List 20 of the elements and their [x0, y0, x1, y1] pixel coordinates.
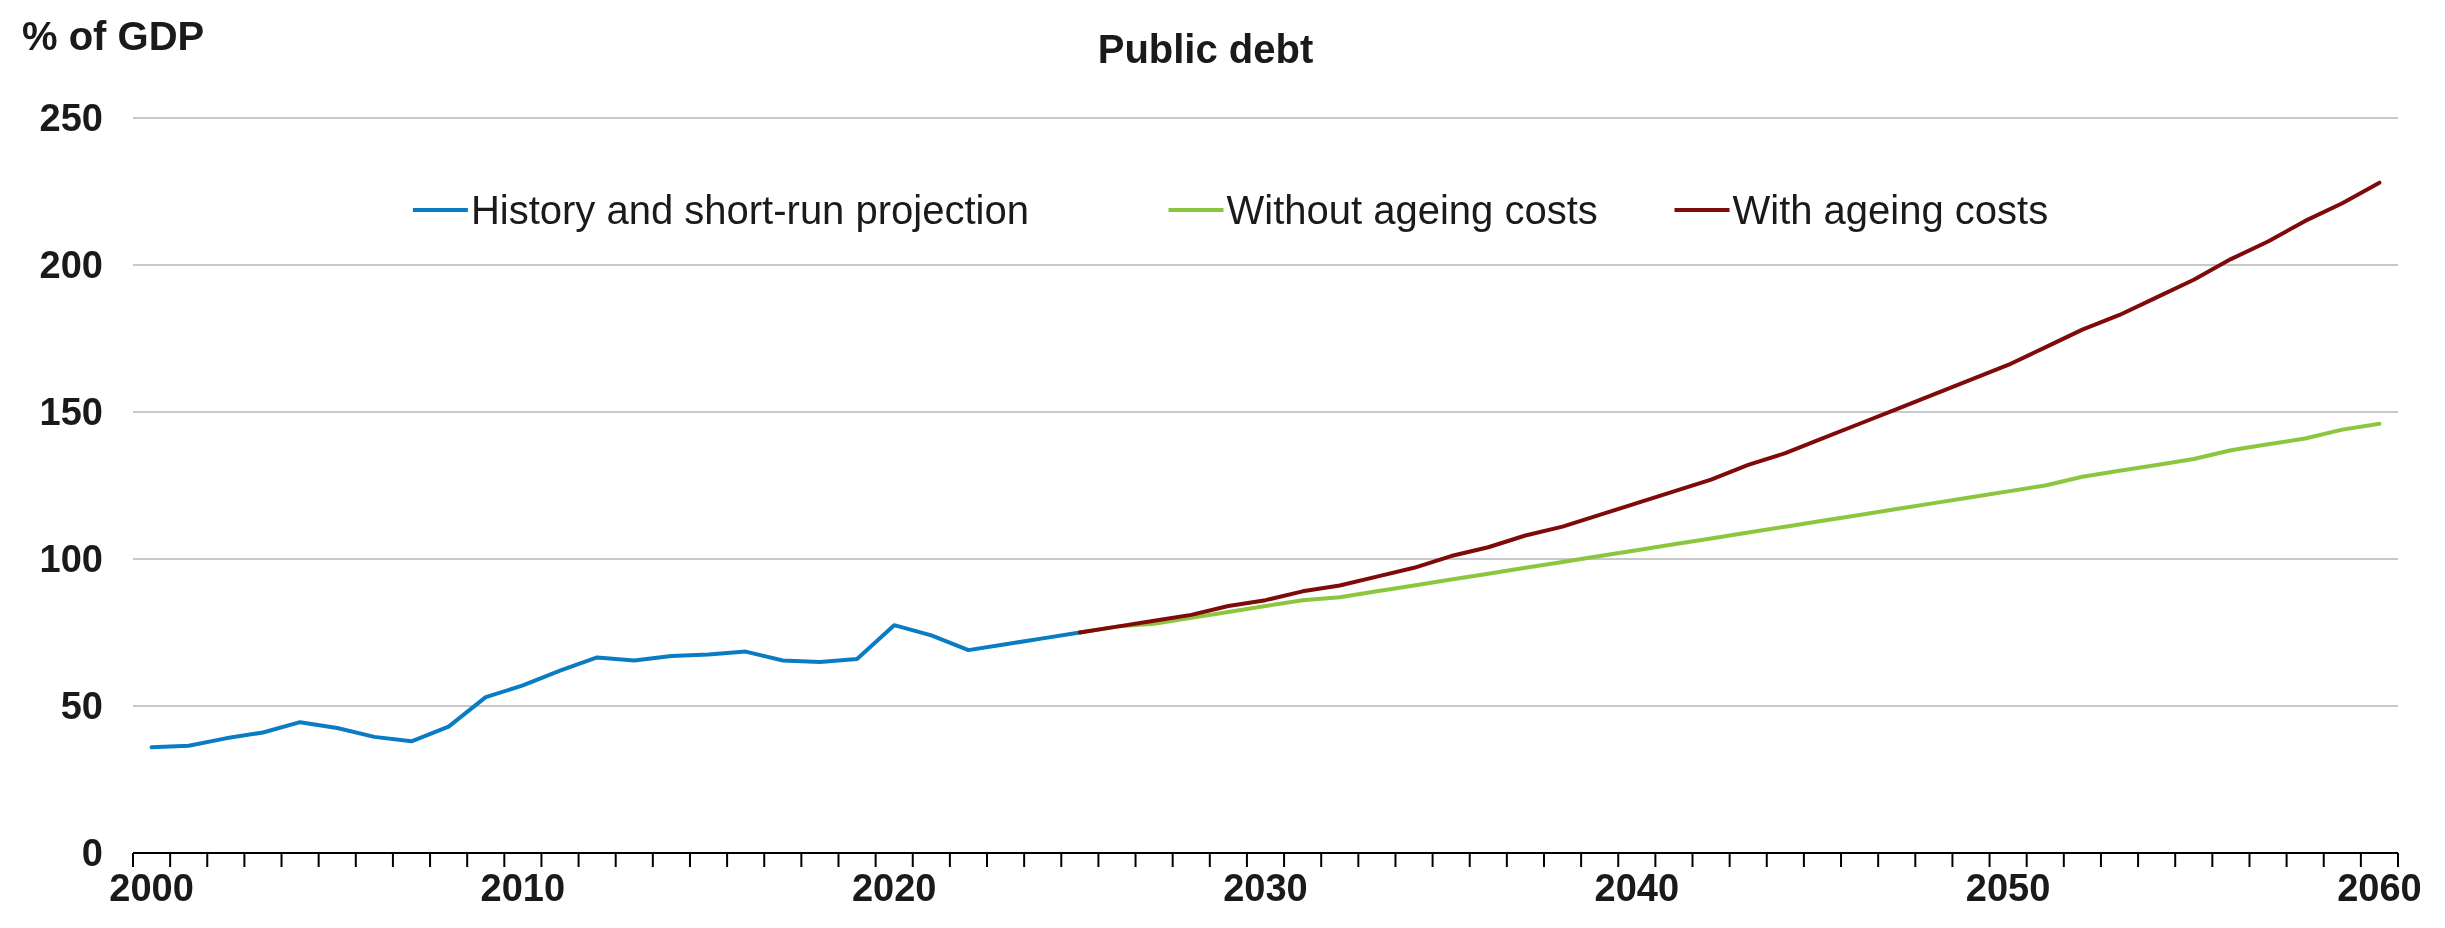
y-tick-label: 100: [39, 538, 103, 581]
y-tick-label: 50: [60, 685, 103, 728]
line-series: [1077, 180, 2382, 635]
x-tick-label: 2020: [851, 867, 937, 909]
line-series: [149, 623, 1082, 750]
x-tick-label: 2030: [1223, 867, 1308, 909]
y-axis-title: % of GDP: [22, 14, 205, 58]
x-tick-label: 2010: [480, 867, 566, 909]
x-tick-label: 2040: [1594, 867, 1680, 909]
x-tick-label: 2050: [1965, 867, 2051, 909]
legend-label: Without ageing costs: [1226, 188, 1598, 232]
chart-title: Public debt: [1097, 27, 1314, 71]
y-tick-label: 150: [39, 391, 103, 434]
x-tick-label: 2060: [2337, 867, 2422, 909]
legend-label: History and short-run projection: [470, 188, 1029, 232]
legend-label: With ageing costs: [1732, 188, 2049, 232]
y-tick-label: 200: [39, 244, 103, 287]
y-tick-label: 0: [81, 832, 103, 875]
x-tick-label: 2000: [109, 867, 194, 909]
y-tick-label: 250: [39, 97, 103, 140]
